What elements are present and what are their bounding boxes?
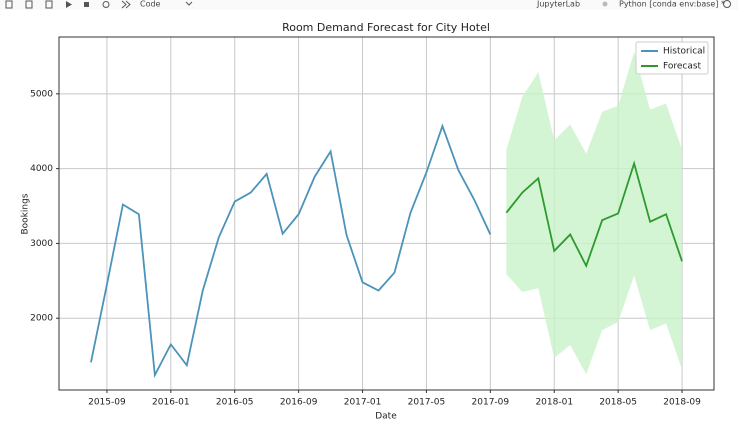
x-tick-label: 2017-05 bbox=[408, 398, 446, 408]
y-tick-label: 5000 bbox=[30, 89, 53, 99]
icon[interactable] bbox=[84, 2, 89, 7]
dropdown[interactable] bbox=[185, 1, 193, 6]
y-tick-label: 2000 bbox=[30, 314, 53, 324]
line-series bbox=[90, 123, 492, 379]
app-name: JupyterLab bbox=[536, 0, 580, 9]
toolbar-bg bbox=[0, 0, 738, 10]
icon[interactable] bbox=[25, 0, 33, 9]
icon[interactable] bbox=[102, 1, 110, 8]
x-tick-label: 2018-01 bbox=[535, 398, 573, 408]
cell-type[interactable]: Code bbox=[140, 0, 161, 9]
plot-frame bbox=[58, 36, 715, 391]
icon[interactable] bbox=[45, 0, 53, 9]
x-tick-label: 2015-09 bbox=[88, 398, 126, 408]
x-tick-label: 2018-09 bbox=[663, 398, 701, 408]
chart-title: Room Demand Forecast for City Hotel bbox=[282, 21, 490, 34]
x-axis-label: Date bbox=[375, 412, 397, 422]
x-tick-label: 2018-05 bbox=[599, 398, 637, 408]
line-series bbox=[505, 160, 683, 269]
icon[interactable] bbox=[66, 1, 72, 8]
y-tick-label: 3000 bbox=[30, 239, 53, 249]
legend-label: Historical bbox=[663, 47, 705, 57]
x-tick-label: 2016-01 bbox=[152, 398, 190, 408]
toolbar: Code JupyterLab Python [conda env:base] … bbox=[0, 0, 738, 10]
legend-label: Forecast bbox=[663, 62, 702, 72]
legend: Historical Forecast bbox=[635, 41, 709, 75]
kernel[interactable]: Python [conda env:base] * bbox=[619, 0, 725, 9]
icon[interactable] bbox=[121, 0, 131, 9]
x-tick-label: 2017-01 bbox=[344, 398, 382, 408]
x-tick-label: 2016-09 bbox=[280, 398, 318, 408]
kernel-status bbox=[723, 0, 731, 8]
y-tick-label: 4000 bbox=[30, 164, 53, 174]
status bbox=[602, 1, 608, 7]
confidence-band bbox=[506, 51, 683, 375]
x-tick-label: 2017-09 bbox=[472, 398, 510, 408]
x-tick-label: 2016-05 bbox=[216, 398, 254, 408]
y-axis-label: Bookings bbox=[21, 193, 31, 234]
icon[interactable] bbox=[5, 0, 13, 9]
